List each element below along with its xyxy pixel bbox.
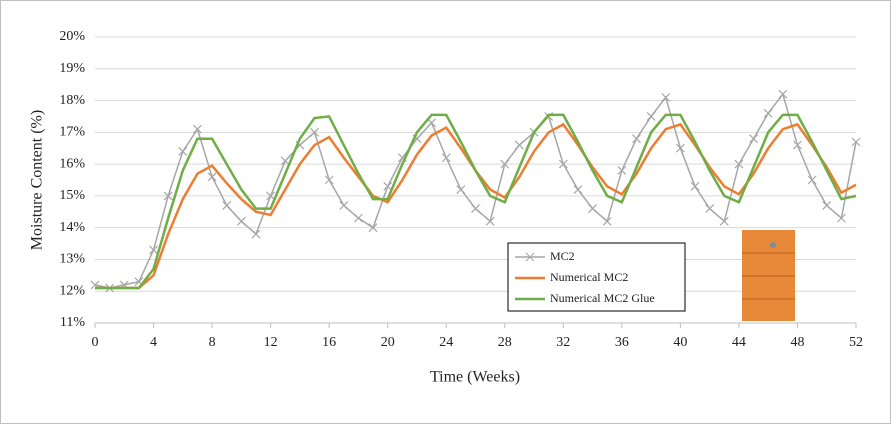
data-marker: [427, 118, 437, 128]
x-tick-label: 52: [849, 335, 863, 350]
data-marker: [749, 134, 758, 144]
data-marker: [310, 127, 319, 137]
x-tick-label: 48: [790, 335, 804, 350]
data-marker: [822, 200, 832, 210]
x-tick-label: 4: [150, 335, 157, 350]
y-tick-label: 11%: [60, 315, 85, 330]
wood-inset: [742, 230, 795, 321]
data-marker: [353, 213, 363, 223]
data-marker: [441, 153, 451, 163]
x-tick-label: 16: [322, 335, 336, 350]
y-tick-label: 13%: [59, 252, 85, 267]
data-marker: [163, 191, 173, 201]
data-marker: [675, 143, 685, 153]
data-marker: [368, 223, 378, 233]
x-tick-label: 40: [673, 335, 687, 350]
data-marker: [661, 92, 671, 102]
data-marker: [500, 159, 510, 169]
sensor-dot: [770, 242, 776, 248]
x-tick-label: 44: [732, 335, 746, 350]
series-line: [95, 113, 857, 290]
x-tick-label: 0: [92, 335, 99, 350]
data-marker: [236, 216, 246, 226]
data-marker: [514, 140, 524, 150]
data-marker: [558, 159, 568, 169]
y-tick-label: 19%: [59, 61, 85, 76]
data-marker: [588, 204, 598, 214]
data-marker: [193, 124, 202, 134]
y-axis-label: Moisture Content (%): [29, 110, 46, 250]
data-marker: [690, 181, 700, 191]
data-marker: [836, 213, 846, 223]
x-tick-label: 8: [209, 335, 216, 350]
data-marker: [456, 185, 466, 194]
x-tick-label: 36: [615, 335, 629, 350]
x-tick-label: 32: [556, 335, 570, 350]
data-marker: [222, 200, 232, 210]
data-marker: [632, 134, 641, 144]
data-marker: [807, 175, 817, 185]
y-tick-label: 15%: [59, 188, 85, 203]
data-marker: [383, 181, 393, 191]
data-marker: [485, 216, 495, 226]
grid: 11%12%13%14%15%16%17%18%19%20%0 4 8 12 16 20 2…: [59, 29, 863, 350]
data-marker: [207, 172, 217, 182]
data-marker: [719, 216, 729, 226]
data-marker: [149, 245, 158, 255]
y-tick-label: 18%: [59, 93, 85, 108]
data-marker: [734, 159, 744, 169]
data-marker: [280, 156, 290, 166]
data-marker: [763, 108, 773, 118]
data-marker: [471, 204, 480, 214]
data-marker: [324, 175, 334, 185]
plot: [90, 89, 861, 293]
x-tick-label: 28: [498, 335, 512, 350]
y-tick-label: 12%: [59, 283, 85, 298]
x-tick-label: 12: [264, 335, 278, 350]
legend-label: Numerical MC2 Glue: [550, 291, 655, 305]
data-marker: [617, 166, 627, 175]
data-marker: [646, 112, 656, 121]
data-marker: [266, 191, 276, 201]
y-tick-label: 14%: [59, 220, 85, 235]
data-marker: [178, 146, 188, 156]
data-marker: [602, 216, 612, 226]
data-marker: [705, 204, 715, 214]
legend-label: MC2: [550, 249, 575, 263]
x-axis-label: Time (Weeks): [430, 369, 520, 386]
data-marker: [339, 200, 349, 210]
data-marker: [573, 185, 583, 194]
data-marker: [851, 137, 861, 147]
legend-label: Numerical MC2: [550, 270, 628, 284]
data-marker: [251, 229, 261, 239]
x-tick-label: 20: [381, 335, 395, 350]
data-marker: [778, 89, 788, 99]
x-tick-label: 24: [439, 335, 453, 350]
y-tick-label: 17%: [59, 125, 85, 140]
data-marker: [793, 140, 802, 150]
y-tick-label: 16%: [59, 156, 85, 171]
y-tick-label: 20%: [59, 29, 85, 44]
